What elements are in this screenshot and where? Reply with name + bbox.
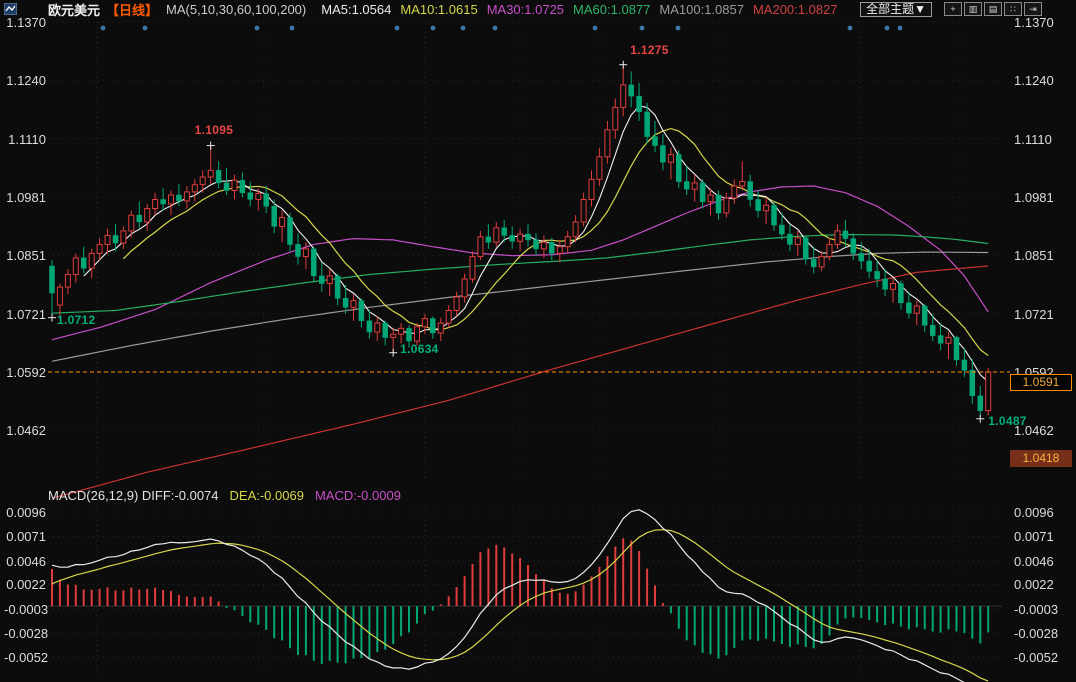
crosshair-move-icon[interactable]: + — [944, 2, 962, 16]
price-annotation: 1.0712 — [57, 312, 96, 327]
indicator-chart-icon — [4, 3, 17, 15]
grid-dots-icon[interactable]: ∷ — [1004, 2, 1022, 16]
price-axis-label: 1.1240 — [1014, 73, 1054, 89]
macd-axis-label: 0.0071 — [1014, 529, 1054, 545]
macd-axis-label: -0.0028 — [4, 626, 49, 642]
price-axis-label: 1.0592 — [6, 364, 46, 380]
ma-legend-item: MA30:1.0725 — [486, 1, 565, 17]
macd-axis-label: -0.0003 — [1014, 601, 1059, 617]
chart-toolbar: + ▥ ▤ ∷ ⇥ — [944, 2, 1042, 16]
ma10-line — [122, 127, 989, 357]
last-price-tag: 1.0591 — [1010, 374, 1072, 391]
ma200-line — [51, 265, 989, 499]
ma-legend-item: MA60:1.0877 — [573, 1, 651, 17]
collapse-panel-icon[interactable]: ⇥ — [1024, 2, 1042, 16]
theme-selector-button[interactable]: 全部主题▼ — [860, 1, 932, 17]
price-axis-label: 1.1370 — [1014, 15, 1054, 30]
macd-legend-item: DEA:-0.0069 — [229, 488, 304, 503]
price-axis-label: 1.1370 — [6, 15, 46, 30]
macd-legend-item: MACD:-0.0009 — [314, 488, 401, 503]
extreme-marker-cross — [619, 60, 628, 69]
dea-line — [51, 529, 989, 682]
ma-legend-item: MA200:1.0827 — [752, 1, 838, 17]
price-annotation: 1.0487 — [988, 413, 1027, 428]
macd-axis-label: -0.0028 — [1014, 626, 1059, 642]
theme-button-label: 全部主题▼ — [866, 1, 926, 16]
ma-legend-item: MA5:1.0564 — [321, 1, 392, 17]
price-axis-label: 1.0721 — [6, 306, 46, 322]
macd-axis-label: -0.0052 — [4, 649, 49, 665]
price-annotation: 1.1095 — [194, 122, 234, 137]
macd-axis-label: 0.0022 — [1014, 577, 1054, 593]
symbol-title: 欧元美元 — [48, 2, 101, 18]
extreme-marker-cross — [206, 141, 215, 150]
price-axis-label: 1.1240 — [6, 73, 46, 89]
price-axis-label: 1.0981 — [1014, 189, 1054, 205]
ma-legend-item: MA100:1.0857 — [659, 1, 744, 17]
macd-chart-canvas[interactable] — [0, 505, 1076, 682]
diff-line — [51, 509, 965, 682]
top-bar: 欧元美元 【日线】 MA(5,10,30,60,100,200) MA5:1.0… — [0, 0, 1076, 18]
price-axis-label: 1.1110 — [1014, 131, 1052, 147]
price-axis-label: 1.0851 — [1014, 248, 1054, 264]
macd-histogram — [51, 538, 990, 664]
ma-legend: MA5:1.0564 MA10:1.0615 MA30:1.0725 MA60:1.0… — [321, 2, 846, 17]
macd-axis-label: 0.0071 — [6, 529, 46, 545]
low-price-tag: 1.0418 — [1010, 450, 1072, 467]
ma-legend-item: MA10:1.0615 — [400, 1, 478, 17]
macd-axis-label: 0.0096 — [1014, 505, 1054, 520]
price-annotation: 1.1275 — [630, 42, 669, 57]
macd-axis-label: 0.0046 — [1014, 553, 1054, 569]
extreme-marker-cross — [48, 313, 56, 322]
pane-layout-left-icon[interactable]: ▥ — [964, 2, 982, 16]
macd-legend-item: MACD(26,12,9) DIFF:-0.0074 — [48, 488, 219, 503]
ma100-line — [51, 251, 989, 362]
period-label: 【日线】 — [106, 2, 159, 18]
macd-axis-label: 0.0046 — [6, 553, 46, 569]
extreme-marker-cross — [389, 348, 398, 357]
ma-legend-title: MA(5,10,30,60,100,200) — [166, 1, 307, 17]
price-axis-label: 1.0462 — [1014, 422, 1054, 438]
ma60-line — [51, 233, 989, 314]
macd-axis-label: 0.0096 — [6, 505, 46, 520]
macd-axis-label: 0.0022 — [6, 577, 46, 593]
price-axis-label: 1.0851 — [6, 248, 46, 264]
price-axis-label: 1.0721 — [1014, 306, 1054, 322]
price-annotation: 1.0634 — [400, 341, 439, 356]
macd-axis-label: -0.0052 — [1014, 649, 1059, 665]
last-price-value: 1.0591 — [1022, 375, 1060, 389]
price-axis-label: 1.0462 — [6, 422, 46, 438]
macd-legend: MACD(26,12,9) DIFF:-0.0074 DEA:-0.0069 MAC… — [48, 488, 412, 503]
price-axis-label: 1.1110 — [8, 131, 46, 147]
macd-axis-label: -0.0003 — [4, 601, 49, 617]
price-axis-label: 1.0981 — [6, 189, 46, 205]
extreme-marker-cross — [976, 414, 985, 423]
candlesticks — [49, 64, 992, 419]
pane-layout-bottom-icon[interactable]: ▤ — [984, 2, 1002, 16]
low-price-value: 1.0418 — [1022, 451, 1060, 465]
price-chart-canvas[interactable] — [0, 0, 1076, 505]
